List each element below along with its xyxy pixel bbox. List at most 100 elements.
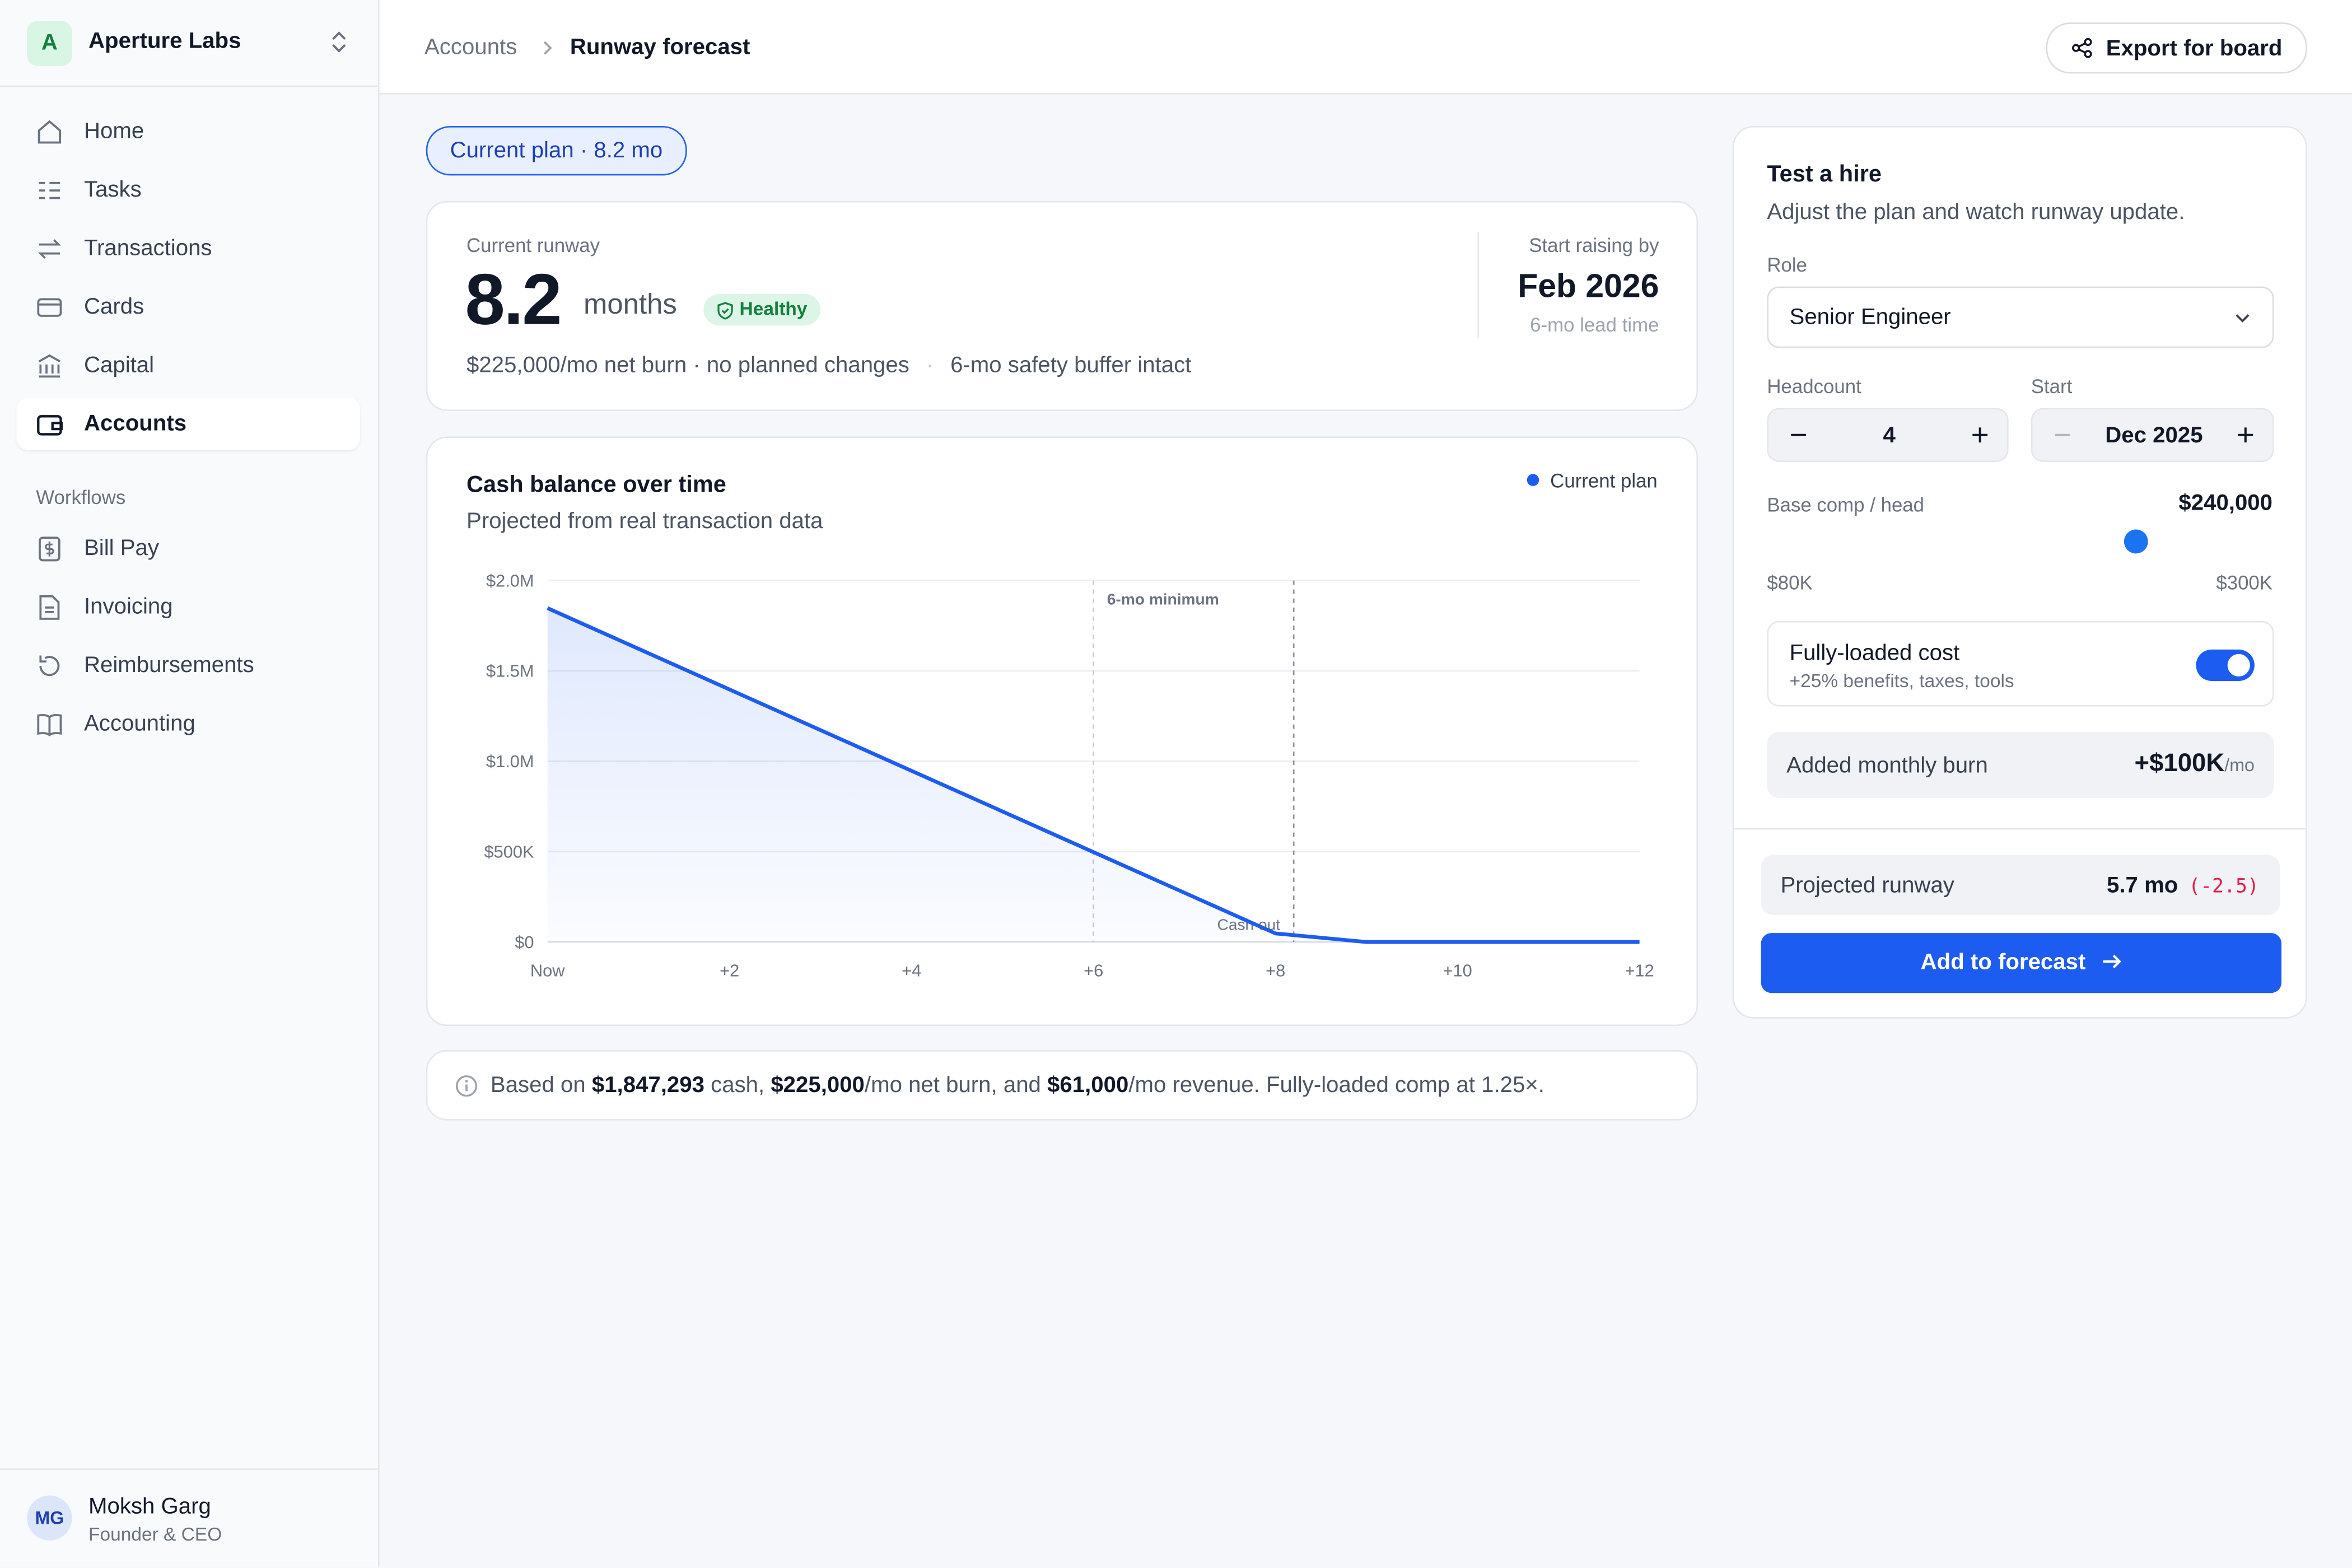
- increment-button[interactable]: [1971, 426, 1989, 444]
- chart: $0 $500K $1.0M $1.5M $2.0M Now +2 +4 +6 +8 +10 +12 6…: [484, 571, 1654, 981]
- divider: [0, 85, 378, 87]
- slider-thumb[interactable]: [2124, 529, 2148, 554]
- icon-transactions: [38, 239, 61, 259]
- nav-item[interactable]: Transactions: [83, 235, 212, 262]
- arrow-icon: [2102, 954, 2121, 969]
- field-label: Base comp / head: [1767, 493, 1925, 516]
- divider: [1734, 828, 2306, 830]
- slider-max: $300K: [2216, 571, 2273, 594]
- add-button[interactable]: Add to forecast: [1761, 933, 2282, 993]
- nav-item[interactable]: Tasks: [83, 177, 142, 203]
- field-label: Start: [2031, 375, 2073, 398]
- separator: ·: [926, 352, 934, 378]
- burn-unit: /mo: [2224, 754, 2255, 776]
- chart-title: Cash balance over time: [466, 472, 726, 498]
- projected-value: 5.7 mo (-2.5): [2107, 873, 2259, 900]
- runway-detail: $225,000/mo net burn · no planned change…: [466, 352, 1191, 378]
- raise-label: Start raising by: [1529, 234, 1659, 257]
- org-name[interactable]: Aperture Labs: [88, 28, 241, 54]
- nav-item[interactable]: Capital: [83, 352, 155, 378]
- shield-icon: [717, 302, 733, 320]
- divider: [0, 1468, 378, 1470]
- burn-detail: $225,000/mo net burn · no planned change…: [466, 352, 909, 378]
- projected-delta: (-2.5): [2188, 876, 2259, 899]
- loaded-box: Fully-loaded cost +25% benefits, taxes, …: [1767, 620, 2274, 707]
- annotation-label: 6-mo minimum: [1107, 590, 1219, 608]
- hire-panel: Test a hire Adjust the plan and watch ru…: [1732, 125, 2307, 1019]
- export-label: Export for board: [2106, 36, 2283, 62]
- breadcrumb-current: Runway forecast: [570, 34, 750, 60]
- org-switcher[interactable]: [329, 30, 350, 54]
- icon-capital: [38, 354, 61, 378]
- panel-title: Test a hire: [1767, 162, 1882, 188]
- icon-reimburse: [39, 655, 60, 676]
- x-tick-label: +8: [1266, 961, 1285, 981]
- burn-value: +$100K/mo: [2134, 749, 2254, 779]
- runway-card: Current runway 8.2 months Healthy $225,0…: [426, 200, 1698, 411]
- icon-accounts: [37, 415, 63, 436]
- info-icon: [455, 1075, 478, 1097]
- footnote-text: Based on: [490, 1072, 592, 1098]
- legend-label: Current plan: [1550, 469, 1658, 492]
- raise-date: Feb 2026: [1518, 267, 1659, 305]
- status-label: Healthy: [739, 298, 808, 320]
- projected-label: Projected runway: [1780, 872, 1954, 899]
- nav-item-active[interactable]: Accounts: [83, 410, 187, 437]
- header: Accounts Runway forecast Export for boar…: [379, 0, 2352, 95]
- plan-pill[interactable]: Current plan · 8.2 mo: [426, 125, 687, 176]
- x-tick-label: Now: [530, 961, 565, 981]
- slider-min: $80K: [1767, 571, 1813, 594]
- role-value: Senior Engineer: [1789, 304, 1951, 330]
- x-tick-label: +6: [1084, 961, 1103, 981]
- nav-active-bg: [16, 397, 360, 450]
- runway-label: Current runway: [466, 234, 600, 257]
- lead-time: 6-mo lead time: [1530, 313, 1659, 336]
- start-value: Dec 2025: [2105, 423, 2203, 449]
- burn-box: Added monthly burn +$100K/mo: [1767, 732, 2274, 798]
- comp-value: $240,000: [2178, 490, 2273, 516]
- headcount-value: 4: [1883, 423, 1896, 449]
- nav-item[interactable]: Invoicing: [83, 594, 173, 620]
- panel-subtitle: Adjust the plan and watch runway update.: [1767, 199, 2185, 225]
- decrement-button[interactable]: [2054, 426, 2071, 444]
- increment-button[interactable]: [2237, 426, 2255, 444]
- nav-item[interactable]: Cards: [83, 293, 144, 320]
- nav-item[interactable]: Reimbursements: [83, 652, 254, 678]
- footnote-card: Based on $1,847,293 cash, $225,000/mo ne…: [426, 1049, 1698, 1121]
- x-tick-label: +2: [720, 961, 739, 981]
- status-badge: Healthy: [703, 293, 821, 326]
- export-button[interactable]: Export for board: [2046, 22, 2307, 74]
- footnote-figure: $61,000: [1047, 1072, 1129, 1098]
- icon-home: [38, 120, 62, 144]
- loaded-note: +25% benefits, taxes, tools: [1789, 670, 2014, 692]
- nav-item[interactable]: Accounting: [83, 711, 195, 737]
- projected-box: Projected runway 5.7 mo (-2.5): [1761, 855, 2280, 915]
- avatar[interactable]: MG: [27, 1495, 72, 1541]
- legend: Current plan: [1527, 469, 1658, 492]
- burn-label: Added monthly burn: [1786, 753, 1988, 779]
- comp-slider[interactable]: [1767, 529, 2274, 554]
- icon-bill: [39, 536, 60, 562]
- icon-invoice: [39, 595, 60, 620]
- breadcrumb-chevron: [543, 41, 552, 55]
- y-tick-label: $1.5M: [486, 661, 534, 681]
- decrement-button[interactable]: [1790, 426, 1808, 444]
- org-logo: A: [27, 21, 72, 66]
- y-tick-label: $500K: [484, 842, 535, 861]
- toggle-knob: [2227, 654, 2250, 677]
- breadcrumb-link[interactable]: Accounts: [424, 34, 517, 60]
- vertical-divider: [1477, 232, 1480, 338]
- share-icon: [2072, 38, 2092, 58]
- headcount-stepper: 4: [1767, 408, 2009, 462]
- nav-item[interactable]: Home: [83, 118, 144, 144]
- loaded-toggle[interactable]: [2196, 649, 2255, 682]
- footnote: Based on $1,847,293 cash, $225,000/mo ne…: [491, 1072, 1544, 1098]
- icon-tasks: [39, 181, 60, 199]
- y-tick-label: $2.0M: [486, 571, 534, 590]
- nav-item[interactable]: Bill Pay: [83, 535, 160, 561]
- role-select[interactable]: Senior Engineer: [1767, 286, 2274, 348]
- footnote-text: cash,: [704, 1072, 771, 1098]
